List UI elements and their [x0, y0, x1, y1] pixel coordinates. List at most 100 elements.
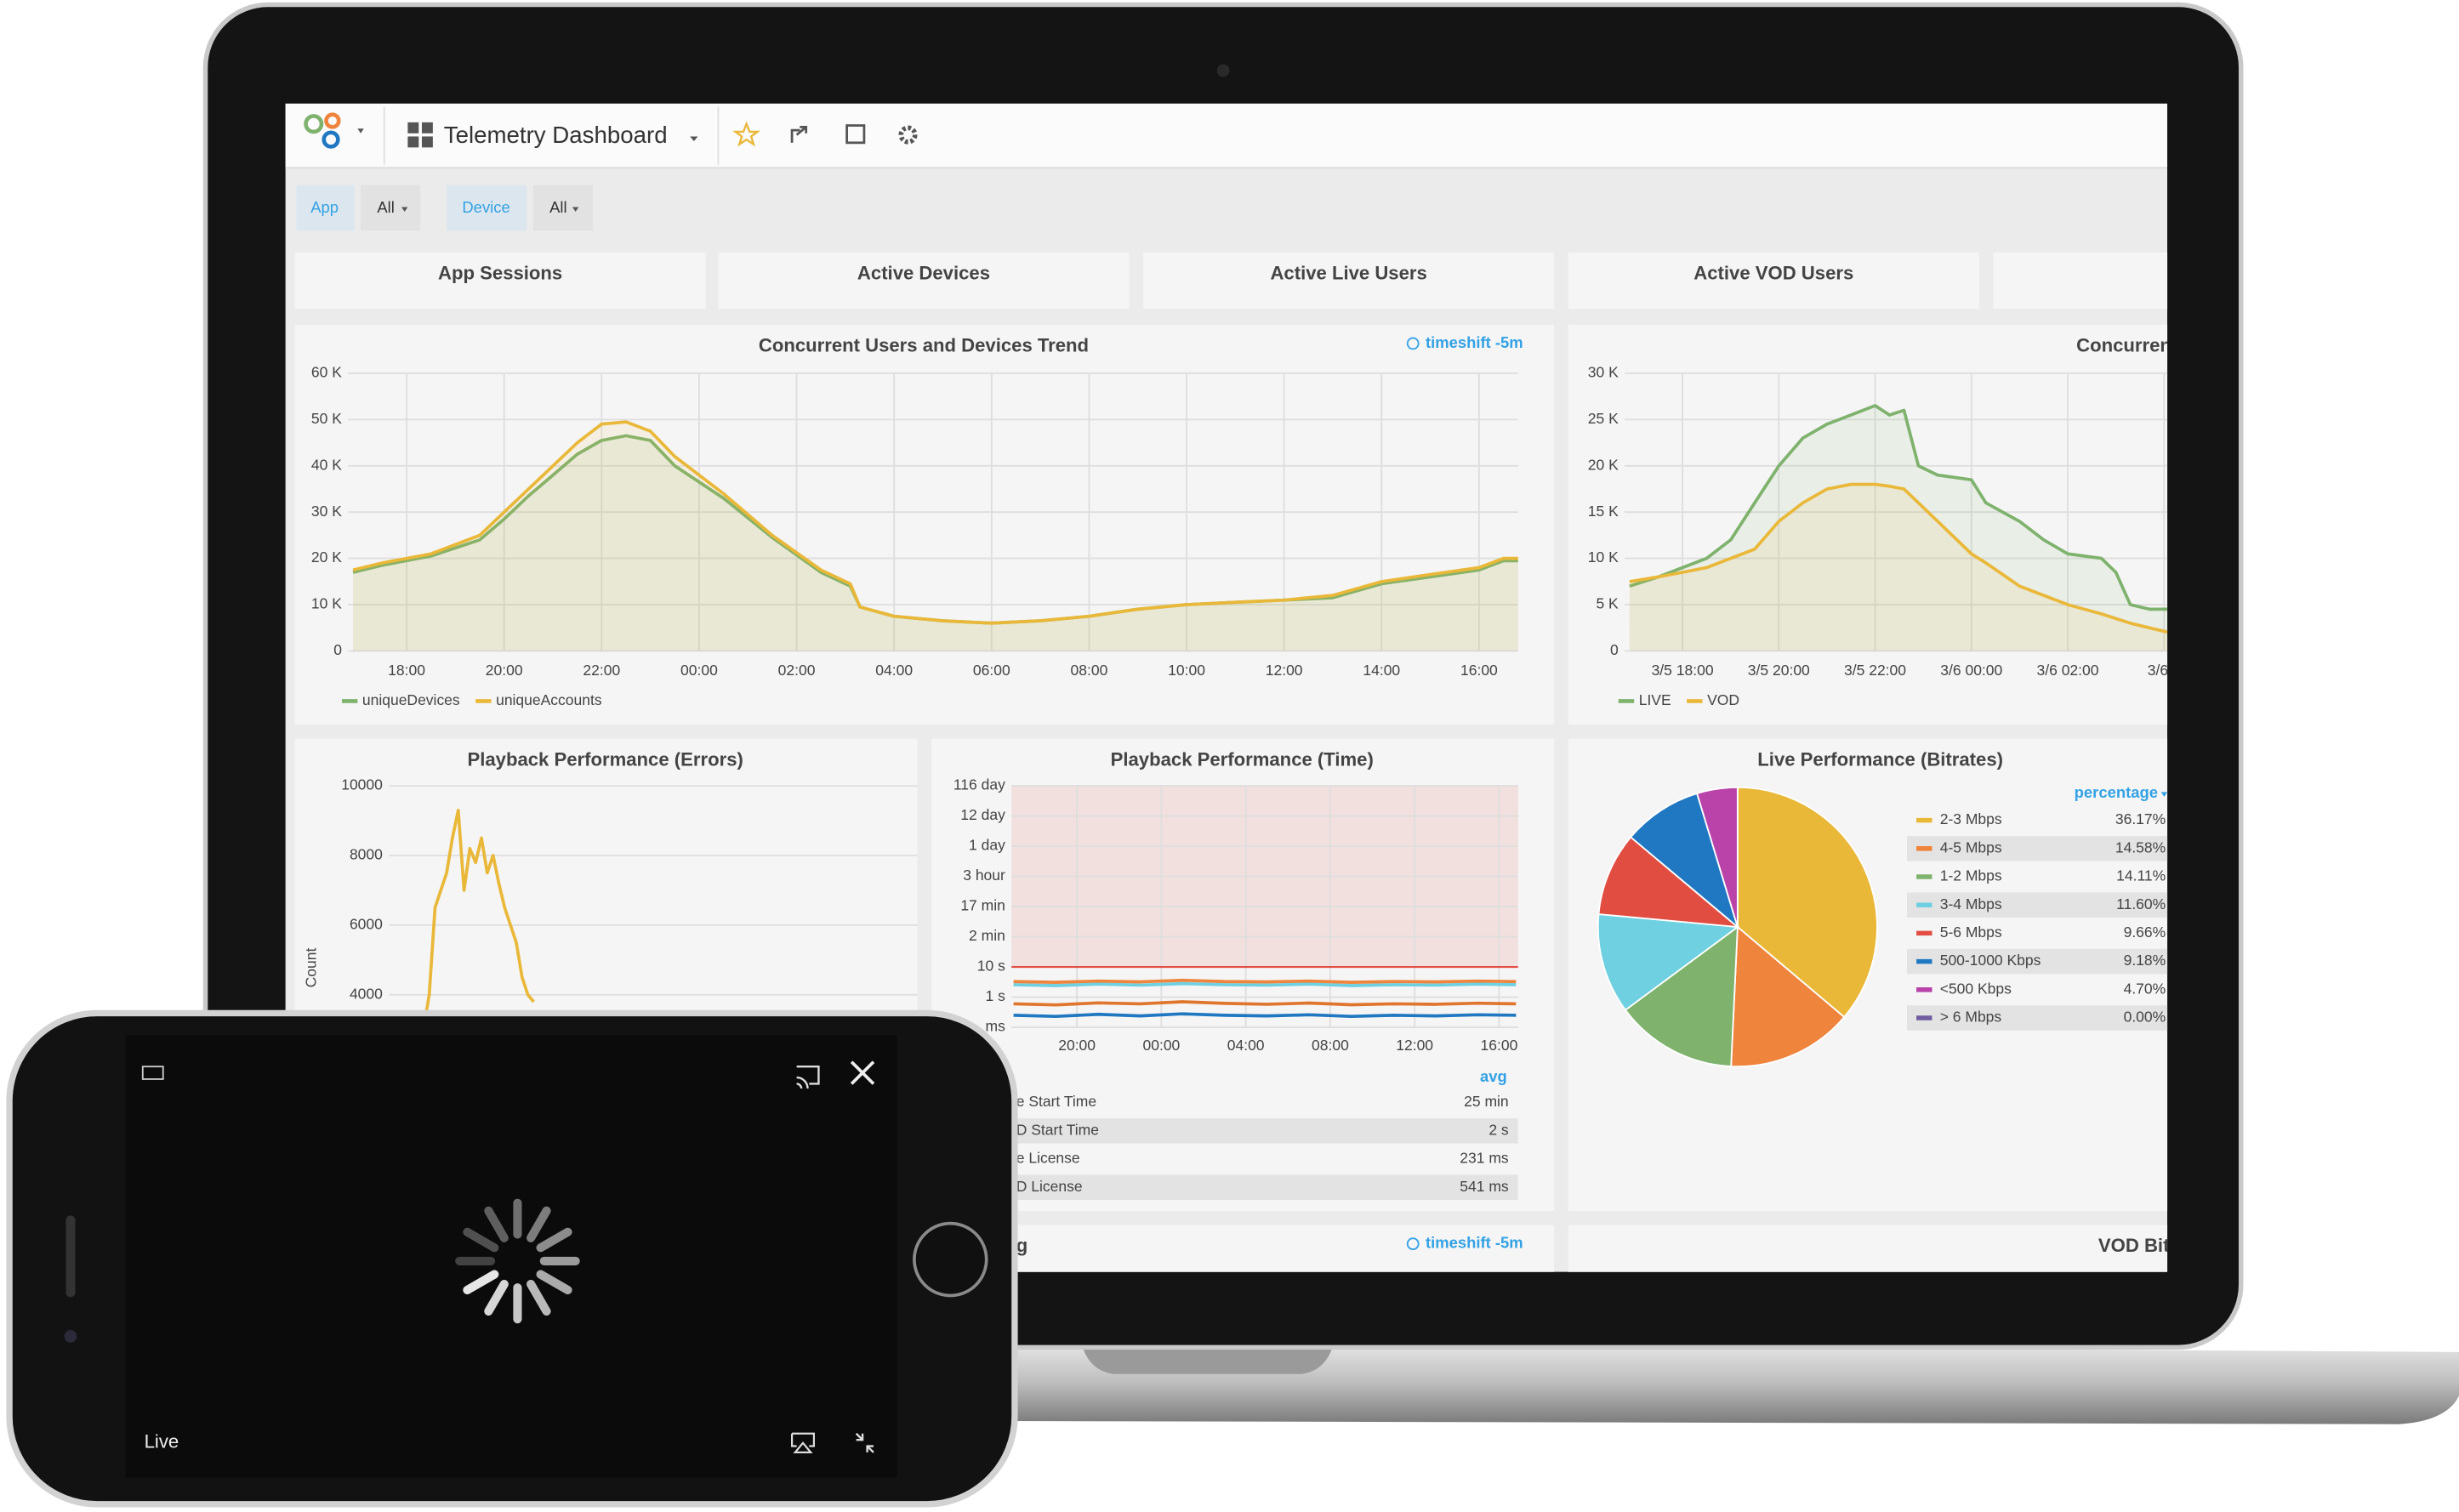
legend-value: 36.17% — [2115, 810, 2166, 827]
spinner — [455, 1198, 580, 1324]
phone: Live — [6, 1009, 1018, 1508]
panel-title: g — [1016, 1235, 1028, 1256]
save-button[interactable] — [845, 124, 866, 145]
legend-value: 0.00% — [2124, 1009, 2166, 1026]
legend-row-bg — [1907, 892, 2168, 918]
filter-label-bg — [296, 185, 355, 231]
x-tick-label: 12:00 — [1266, 662, 1303, 679]
legend-label: 4-5 Mbps — [1940, 838, 2002, 855]
spinner-tick — [484, 1279, 509, 1316]
caret — [2160, 792, 2168, 797]
clock-icon — [1406, 1237, 1420, 1250]
legend-value: 25 min — [1464, 1093, 1509, 1110]
y-tick-label: 30 K — [1588, 364, 1619, 381]
x-tick-label: 3/5 20:00 — [1748, 662, 1810, 679]
stat-panel-title: Active Live Users — [1270, 263, 1426, 284]
legend-value: 9.18% — [2124, 952, 2166, 969]
menu-icon[interactable] — [141, 1066, 164, 1080]
series-line — [352, 420, 1518, 625]
x-tick-label: 08:00 — [1312, 1037, 1349, 1054]
y-tick-label: 116 day — [953, 776, 1005, 793]
settings-button[interactable] — [898, 125, 918, 145]
legend-header: percentage — [2075, 783, 2158, 801]
x-tick-label: 3/6 00:00 — [1940, 662, 2002, 679]
stat-panel — [1993, 252, 2168, 310]
series-line — [421, 808, 535, 1030]
grid-icon — [407, 136, 419, 148]
legend-row-bg — [1000, 1118, 1518, 1144]
share-button[interactable] — [790, 126, 808, 143]
filter-value[interactable]: All — [549, 198, 566, 216]
cast-button[interactable] — [796, 1065, 820, 1089]
legend-row-bg — [1000, 1174, 1518, 1200]
x-tick-label: 06:00 — [973, 662, 1010, 679]
y-tick-label: 60 K — [311, 364, 342, 381]
filter-label[interactable]: Device — [462, 198, 509, 216]
filter-value-bg — [532, 185, 593, 231]
stat-panel-title: Active Devices — [857, 263, 990, 284]
annotation: timeshift -5m — [1426, 333, 1523, 351]
camera — [1216, 64, 1230, 77]
panel-title: Live Performance (Bitrates) — [1757, 748, 2003, 770]
close-button[interactable] — [850, 1060, 875, 1085]
front-camera — [64, 1330, 77, 1343]
panel-title: VOD Bit — [2098, 1235, 2170, 1256]
x-tick-label: 02:00 — [778, 662, 816, 679]
panel-title: Concurren — [2076, 334, 2172, 355]
minimize-button[interactable] — [855, 1432, 874, 1453]
home-button[interactable] — [913, 1221, 988, 1298]
y-tick-label: 0 — [333, 641, 342, 658]
top-bar — [285, 103, 2168, 168]
y-tick-label: 30 K — [311, 503, 342, 520]
spinner-tick — [527, 1279, 551, 1316]
y-tick-label: 10000 — [341, 776, 383, 793]
legend-value: 4.70% — [2124, 980, 2166, 997]
star-button[interactable] — [732, 121, 761, 147]
series-line — [1013, 1012, 1517, 1019]
stat-panel — [294, 252, 706, 310]
legend-value: 541 ms — [1460, 1178, 1509, 1195]
dashboard-picker[interactable]: Telemetry Dashboard — [407, 122, 698, 148]
speaker — [65, 1215, 76, 1298]
filter-label[interactable]: App — [310, 198, 339, 216]
grid-icon — [421, 136, 433, 148]
y-tick-label: 2 min — [969, 927, 1005, 944]
x-tick-label: 12:00 — [1396, 1037, 1433, 1054]
y-axis-label: Count — [303, 948, 320, 988]
spinner-tick — [484, 1206, 509, 1242]
legend-value: 14.58% — [2115, 838, 2166, 855]
x-tick-label: 3/6 0 — [2148, 662, 2181, 679]
grid-icon — [421, 122, 433, 134]
filter-value[interactable]: All — [377, 198, 394, 216]
y-tick-label: 20 K — [1588, 456, 1619, 473]
pie-slice — [1597, 836, 1740, 929]
y-tick-label: 4000 — [350, 985, 383, 1002]
y-tick-label: ms — [986, 1018, 1006, 1035]
panel — [1568, 1225, 2168, 1272]
x-tick-label: 3/5 18:00 — [1652, 662, 1714, 679]
clock-icon — [1406, 337, 1420, 350]
legend-table-header: avg — [1480, 1067, 1507, 1085]
spinner-tick — [527, 1206, 551, 1242]
caret — [690, 136, 698, 141]
y-tick-label: 8000 — [350, 846, 383, 863]
logo[interactable] — [304, 112, 364, 149]
legend-row-bg — [1907, 948, 2168, 975]
panel-title: Playback Performance (Time) — [1111, 748, 1374, 770]
spinner-tick — [463, 1270, 499, 1295]
legend-label: 2-3 Mbps — [1940, 810, 2002, 827]
live-label: Live — [145, 1431, 179, 1452]
legend-label: D License — [1016, 1178, 1083, 1195]
stat-panel — [718, 252, 1130, 310]
annotation: timeshift -5m — [1426, 1233, 1523, 1251]
logo-dot — [322, 130, 340, 149]
y-tick-label: 0 — [1610, 641, 1619, 658]
x-tick-label: 16:00 — [1481, 1037, 1518, 1054]
legend-value: 9.66% — [2124, 924, 2166, 941]
y-tick-label: 5 K — [1596, 595, 1619, 612]
logo-dot — [304, 114, 324, 134]
y-tick-label: 3 hour — [963, 867, 1005, 884]
legend-label: VOD — [1707, 691, 1739, 708]
airplay-button[interactable] — [790, 1432, 816, 1454]
pie-slice — [1730, 925, 1846, 1068]
